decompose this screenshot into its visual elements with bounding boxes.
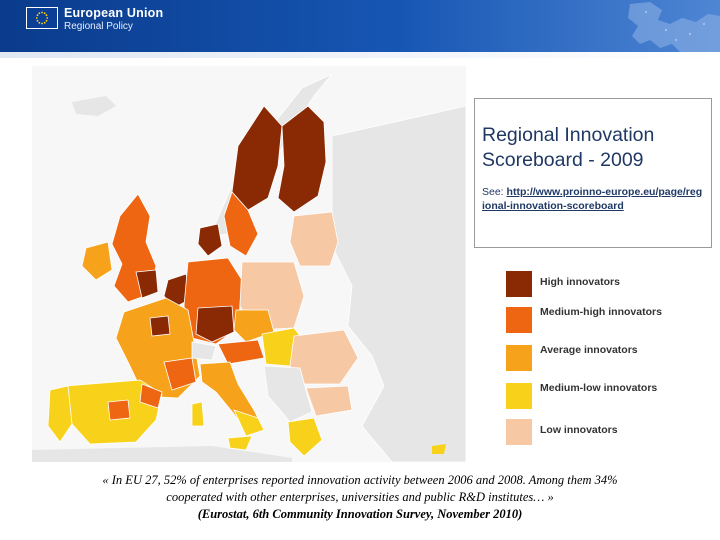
region-portugal — [47, 385, 73, 443]
europe-innovation-map — [32, 66, 466, 462]
north-africa — [32, 446, 292, 462]
legend-label-medium-low: Medium-low innovators — [540, 382, 658, 394]
region-bulgaria — [305, 385, 353, 417]
org-name: European Union — [64, 6, 164, 20]
region-denmark — [197, 223, 223, 257]
legend-swatch-low — [506, 419, 532, 445]
legend-swatch-average — [506, 345, 532, 371]
legend-item-high: High innovators — [506, 270, 696, 302]
department-name: Regional Policy — [64, 21, 133, 32]
region-iceland — [72, 96, 116, 116]
survey-caption: « In EU 27, 52% of enterprises reported … — [0, 472, 720, 523]
region-finland — [277, 105, 327, 213]
caption-source: (Eurostat, 6th Community Innovation Surv… — [197, 507, 523, 521]
caption-line-1: « In EU 27, 52% of enterprises reported … — [102, 473, 618, 487]
region-germany-south — [195, 305, 235, 343]
eu-flag-icon — [26, 7, 58, 29]
region-france-paris — [149, 315, 171, 337]
region-greece — [287, 417, 323, 457]
legend-item-low: Low innovators — [506, 418, 696, 450]
region-france-south — [163, 357, 197, 391]
header-bar: European Union Regional Policy — [0, 0, 720, 52]
region-uk-south — [135, 269, 159, 299]
region-ireland — [81, 241, 113, 281]
map-info-box: Regional Innovation Scoreboard - 2009 Se… — [474, 98, 712, 248]
eu-logo-text: European Union Regional Policy — [64, 6, 163, 32]
region-italy-south — [233, 409, 265, 437]
region-austria — [217, 339, 265, 365]
see-label: See: — [482, 186, 507, 198]
see-reference: See: http://www.proinno-europe.eu/page/r… — [482, 185, 704, 213]
region-balkans — [263, 365, 313, 423]
legend-item-medium-low: Medium-low innovators — [506, 382, 696, 414]
region-spain-catalonia — [139, 383, 163, 409]
legend-swatch-high — [506, 271, 532, 297]
region-baltics — [289, 211, 339, 267]
legend-item-medium-high: Medium-high innovators — [506, 306, 696, 338]
legend-item-average: Average innovators — [506, 344, 696, 376]
legend-label-low: Low innovators — [540, 424, 618, 436]
region-romania — [289, 329, 359, 385]
legend-label-average: Average innovators — [540, 344, 638, 356]
caption-line-2: cooperated with other enterprises, unive… — [166, 490, 554, 504]
scoreboard-link[interactable]: http://www.proinno-europe.eu/page/region… — [482, 186, 703, 212]
region-switzerland — [191, 341, 217, 361]
legend-swatch-medium-low — [506, 383, 532, 409]
header-underline — [0, 52, 720, 58]
legend-swatch-medium-high — [506, 307, 532, 333]
map-title: Regional Innovation Scoreboard - 2009 — [482, 124, 655, 171]
region-spain-madrid — [107, 399, 131, 421]
region-sweden-south — [223, 191, 259, 257]
region-sardinia — [191, 401, 205, 427]
legend-label-high: High innovators — [540, 276, 620, 288]
legend-label-medium-high: Medium-high innovators — [540, 306, 662, 318]
region-sicily — [227, 435, 253, 451]
region-cyprus — [432, 444, 446, 454]
europe-map-decoration-icon — [628, 2, 720, 52]
non-eu-land-east — [331, 105, 466, 462]
